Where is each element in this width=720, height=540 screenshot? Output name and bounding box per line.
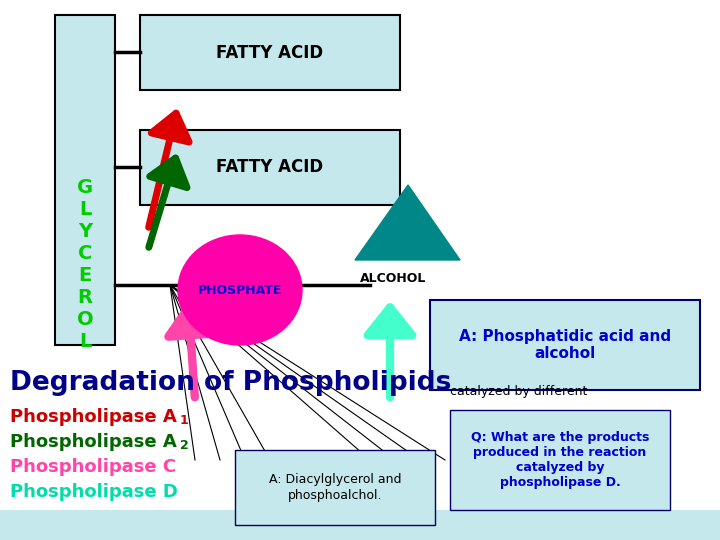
Polygon shape bbox=[355, 185, 460, 260]
Text: 1: 1 bbox=[180, 414, 189, 427]
Bar bbox=[140, 15, 400, 90]
Bar bbox=[430, 300, 700, 390]
Text: 2: 2 bbox=[180, 439, 189, 452]
Ellipse shape bbox=[178, 235, 302, 345]
Text: Phospholipase C: Phospholipase C bbox=[10, 458, 176, 476]
Bar bbox=[235, 450, 435, 525]
Text: A: Diacylglycerol and
phosphoalchol.: A: Diacylglycerol and phosphoalchol. bbox=[269, 474, 401, 502]
Text: Phospholipase D: Phospholipase D bbox=[10, 483, 178, 501]
Text: G
L
Y
C
E
R
O
L: G L Y C E R O L bbox=[77, 178, 94, 351]
Text: Phospholipase A: Phospholipase A bbox=[10, 408, 176, 426]
Text: catalyzed by different: catalyzed by different bbox=[450, 385, 588, 398]
Bar bbox=[55, 15, 115, 345]
Text: A: Phosphatidic acid and
alcohol: A: Phosphatidic acid and alcohol bbox=[459, 329, 671, 361]
Text: Phospholipase A: Phospholipase A bbox=[10, 433, 176, 451]
Bar bbox=[450, 410, 670, 510]
Text: FATTY ACID: FATTY ACID bbox=[217, 159, 323, 177]
Text: Q: What are the products
produced in the reaction
catalyzed by
phospholipase D.: Q: What are the products produced in the… bbox=[471, 431, 649, 489]
Text: Degradation of Phospholipids: Degradation of Phospholipids bbox=[10, 370, 451, 396]
Text: ALCOHOL: ALCOHOL bbox=[360, 272, 426, 285]
Text: PHOSPHATE: PHOSPHATE bbox=[198, 284, 282, 296]
Text: FATTY ACID: FATTY ACID bbox=[217, 44, 323, 62]
Bar bbox=[140, 130, 400, 205]
Bar bbox=[0, 510, 720, 540]
